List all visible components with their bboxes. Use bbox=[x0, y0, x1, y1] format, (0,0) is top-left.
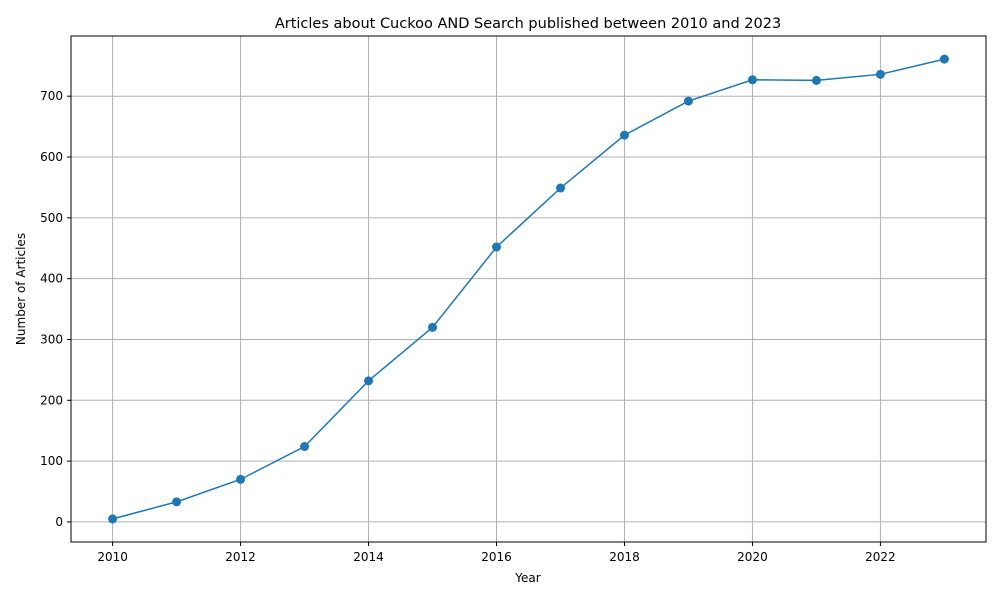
y-tick-label: 600 bbox=[40, 150, 63, 164]
x-tick-label: 2018 bbox=[609, 550, 640, 564]
y-tick-label: 500 bbox=[40, 211, 63, 225]
data-point-2018 bbox=[619, 130, 629, 140]
data-point-2023 bbox=[939, 54, 949, 64]
data-point-2014 bbox=[364, 376, 374, 386]
data-point-2022 bbox=[875, 69, 885, 79]
data-point-2020 bbox=[747, 75, 757, 85]
x-tick-label: 2010 bbox=[97, 550, 128, 564]
y-tick-label: 0 bbox=[55, 515, 63, 529]
y-tick-label: 200 bbox=[40, 393, 63, 407]
y-axis: 0 100 200 300 400 500 600 700 bbox=[40, 89, 71, 529]
chart-title: Articles about Cuckoo AND Search publish… bbox=[275, 16, 781, 32]
data-point-2012 bbox=[236, 474, 246, 484]
data-point-2013 bbox=[300, 442, 310, 452]
series-line bbox=[112, 58, 945, 520]
y-tick-label: 300 bbox=[40, 332, 63, 346]
x-tick-label: 2020 bbox=[737, 550, 768, 564]
y-axis-title: Number of Articles bbox=[14, 233, 28, 345]
x-axis-title: Year bbox=[514, 571, 540, 585]
plot-frame bbox=[70, 35, 987, 543]
data-point-2021 bbox=[811, 75, 821, 85]
grid bbox=[71, 36, 986, 542]
x-tick-label: 2016 bbox=[481, 550, 512, 564]
data-point-2015 bbox=[428, 322, 438, 332]
data-point-2011 bbox=[172, 497, 182, 507]
y-tick-label: 700 bbox=[40, 89, 63, 103]
data-point-2016 bbox=[492, 242, 502, 252]
data-point-2010 bbox=[108, 514, 118, 524]
y-tick-label: 400 bbox=[40, 272, 63, 286]
x-tick-label: 2022 bbox=[865, 550, 896, 564]
series-layer bbox=[108, 54, 949, 524]
x-axis: 2010 2012 2014 2016 2018 2020 2022 bbox=[97, 542, 896, 564]
data-point-2019 bbox=[683, 96, 693, 106]
y-tick-label: 100 bbox=[40, 454, 63, 468]
data-point-2017 bbox=[555, 183, 565, 193]
x-tick-label: 2012 bbox=[225, 550, 256, 564]
x-tick-label: 2014 bbox=[353, 550, 384, 564]
